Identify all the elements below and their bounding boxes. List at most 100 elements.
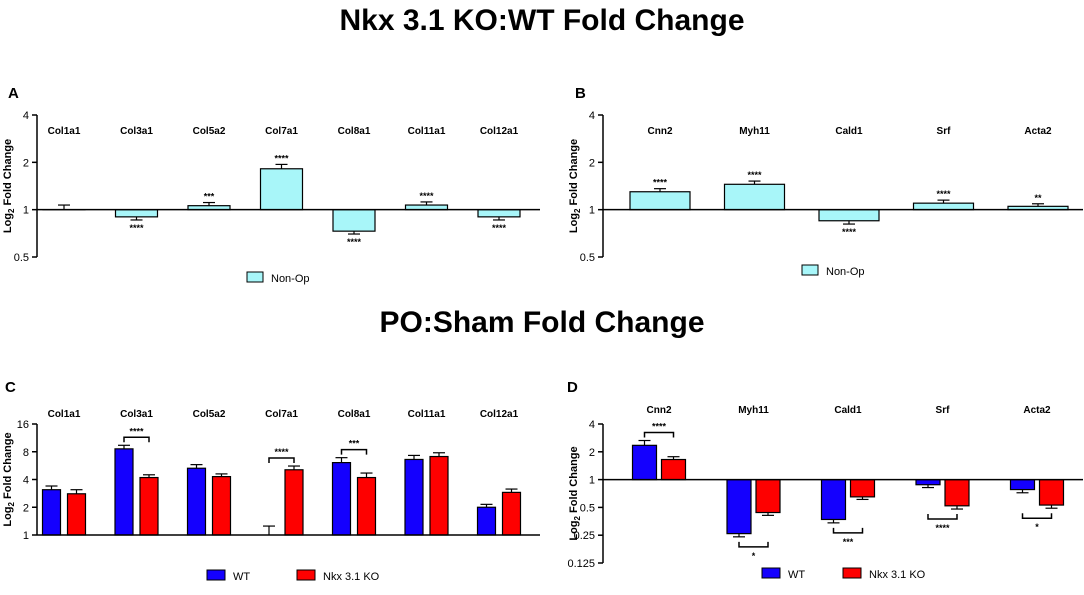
category-label-A: Col5a2	[193, 126, 226, 137]
y-tick-label-C: 1	[23, 530, 29, 542]
legend-label-wt-C: WT	[233, 571, 250, 583]
comparison-bracket-D	[1021, 513, 1053, 519]
y-axis-label-C: Log2 Fold Change	[2, 432, 16, 526]
category-label-A: Col11a1	[408, 126, 446, 137]
comparison-label-D: *	[752, 551, 756, 561]
bar-B-Cald1	[818, 209, 880, 222]
bar-wt-C-Col5a2	[186, 467, 207, 536]
bar-A-Col3a1	[114, 209, 159, 218]
y-tick-label-A: 2	[23, 157, 29, 169]
legend-swatch-B	[801, 264, 819, 276]
category-label-A: Col3a1	[120, 126, 153, 137]
category-label-C: Col7a1	[265, 409, 298, 420]
bar-B-Srf	[912, 202, 975, 211]
comparison-bracket-D	[738, 541, 769, 548]
y-tick-label-D: 0.125	[567, 558, 595, 570]
bar-wt-D-Myh11	[726, 479, 752, 535]
comparison-bracket-D	[643, 431, 675, 438]
significance-label-B: ****	[747, 170, 762, 180]
bar-wt-C-Col12a1	[476, 506, 497, 536]
bar-ko-D-Myh11	[755, 479, 781, 514]
y-tick-label-C: 2	[23, 502, 29, 514]
y-axis-label-D: Log2 Fold Change	[568, 446, 582, 540]
category-label-B: Acta2	[1024, 126, 1052, 137]
bar-wt-D-Srf	[915, 479, 941, 486]
category-label-B: Srf	[937, 126, 952, 137]
significance-label-A: ****	[419, 191, 434, 201]
comparison-label-D: ****	[935, 523, 950, 533]
panel-letter-A: A	[8, 85, 19, 102]
category-label-C: Col5a2	[193, 409, 226, 420]
bar-A-Col7a1	[259, 168, 304, 211]
bar-wt-C-Col11a1	[404, 458, 424, 536]
comparison-bracket-D	[832, 527, 864, 534]
category-label-D: Myh11	[738, 405, 769, 416]
y-tick-label-A: 1	[23, 205, 29, 217]
category-label-B: Myh11	[739, 126, 770, 137]
significance-label-A: ***	[204, 192, 215, 202]
category-label-D: Cald1	[834, 405, 862, 416]
y-axis-label-B: Log2 Fold Change	[568, 139, 582, 233]
legend-label-ko-D: Nkx 3.1 KO	[869, 569, 926, 581]
legend-swatch-wt-D	[761, 567, 781, 579]
bar-ko-C-Col8a1	[356, 476, 377, 536]
legend-swatch-ko-D	[842, 567, 862, 579]
comparison-bracket-D	[927, 514, 958, 520]
bar-wt-D-Cald1	[820, 479, 847, 521]
y-tick-label-C: 16	[17, 419, 29, 431]
bar-ko-C-Col5a2	[211, 476, 232, 536]
bar-wt-C-Col1a1	[41, 489, 62, 536]
significance-label-B: ****	[936, 189, 951, 199]
category-label-A: Col8a1	[338, 126, 371, 137]
significance-label-B: ****	[842, 227, 857, 237]
bar-ko-D-Cnn2	[660, 458, 687, 481]
y-tick-label-D: 1	[589, 475, 595, 487]
significance-label-B: **	[1034, 193, 1042, 203]
significance-label-A: ****	[129, 223, 144, 233]
comparison-label-D: *	[1035, 522, 1039, 532]
comparison-bracket-C	[340, 448, 368, 455]
bar-B-Cnn2	[629, 191, 691, 211]
y-tick-label-D: 0.25	[574, 530, 595, 542]
y-tick-label-C: 8	[23, 447, 29, 459]
comparison-label-C: ****	[274, 447, 289, 457]
bar-wt-C-Col3a1	[114, 448, 134, 536]
legend-label-ko-C: Nkx 3.1 KO	[323, 571, 380, 583]
category-label-B: Cald1	[835, 126, 863, 137]
bar-ko-C-Col3a1	[139, 476, 159, 536]
significance-label-B: ****	[653, 178, 668, 188]
category-label-D: Srf	[936, 405, 951, 416]
bar-wt-D-Acta2	[1009, 479, 1036, 491]
y-tick-label-D: 4	[589, 419, 595, 431]
category-label-C: Col8a1	[338, 409, 371, 420]
legend-swatch-ko-C	[296, 569, 316, 581]
legend-swatch-A	[246, 271, 264, 283]
bar-ko-C-Col12a1	[501, 491, 522, 536]
legend-label-A: Non-Op	[271, 273, 310, 285]
bar-ko-C-Col7a1	[284, 469, 304, 536]
bottom-figure-title: PO:Sham Fold Change	[379, 306, 705, 339]
category-label-C: Col1a1	[48, 409, 81, 420]
y-tick-label-A: 4	[23, 110, 29, 122]
legend-label-wt-D: WT	[788, 569, 805, 581]
y-axis-label-A: Log2 Fold Change	[2, 139, 16, 233]
category-label-C: Col3a1	[120, 409, 153, 420]
y-tick-label-C: 4	[23, 475, 29, 487]
y-tick-label-B: 1	[589, 205, 595, 217]
y-tick-label-A: 0.5	[14, 252, 29, 264]
significance-label-A: ****	[492, 223, 507, 233]
significance-label-A: ****	[347, 237, 362, 247]
comparison-label-C: ***	[349, 439, 360, 449]
category-label-A: Col1a1	[48, 126, 81, 137]
panel-letter-B: B	[575, 85, 586, 102]
y-tick-label-D: 0.5	[580, 502, 595, 514]
bar-ko-D-Cald1	[849, 479, 876, 498]
category-label-C: Col12a1	[480, 409, 519, 420]
panel-letter-D: D	[567, 379, 578, 396]
panel-letter-C: C	[5, 379, 16, 396]
y-tick-label-B: 0.5	[580, 252, 595, 264]
bar-wt-C-Col8a1	[331, 462, 352, 536]
category-label-B: Cnn2	[648, 126, 673, 137]
y-tick-label-B: 2	[589, 157, 595, 169]
bar-ko-C-Col11a1	[429, 455, 449, 536]
